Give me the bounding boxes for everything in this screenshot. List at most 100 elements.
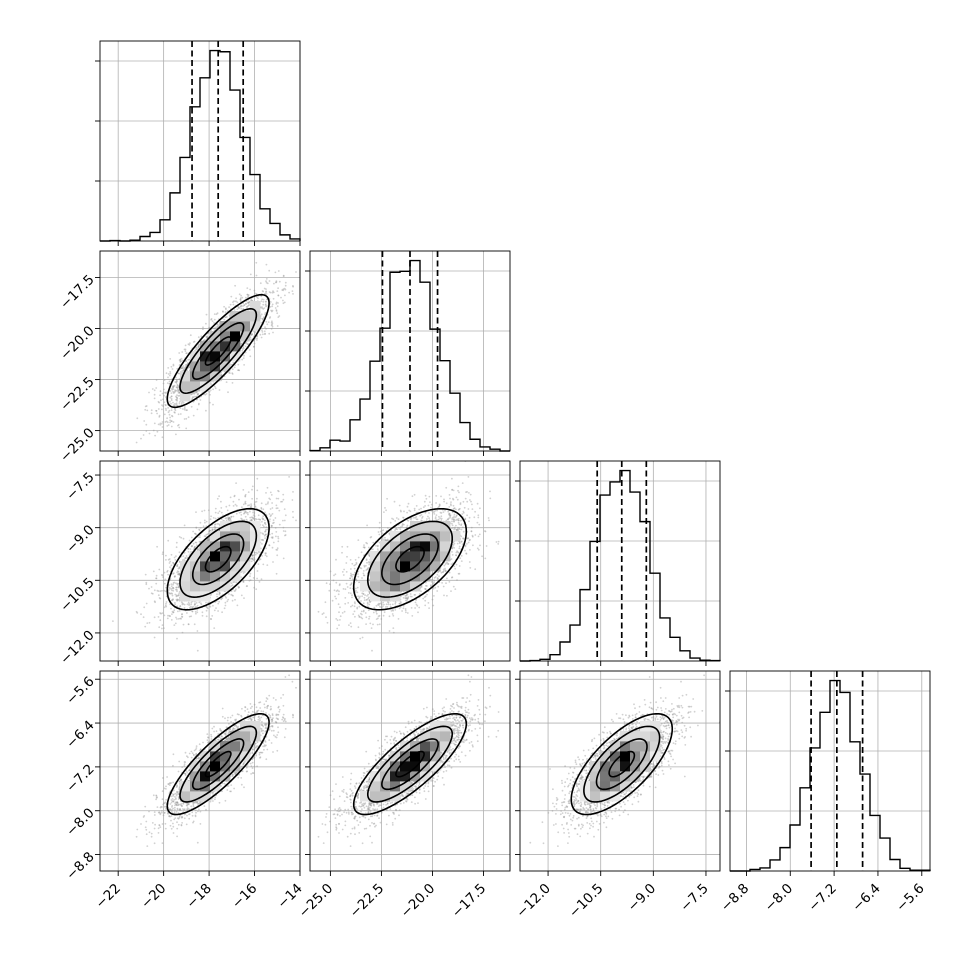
scatter-point [284,284,287,287]
scatter-point [453,547,456,549]
scatter-point [192,542,195,545]
scatter-point [172,385,175,388]
scatter-point [204,521,206,524]
scatter-point [167,373,170,375]
scatter-point [150,412,153,415]
contour-line [166,507,270,611]
scatter-point [450,527,453,530]
scatter-point [426,593,428,596]
scatter-point [261,318,264,321]
scatter-point [271,325,274,328]
scatter-point [382,601,384,604]
scatter-point [270,536,273,539]
scatter-point [204,393,207,396]
scatter-point [154,434,157,437]
scatter-point [183,406,186,408]
scatter-point [142,616,145,619]
scatter-point [207,539,209,542]
scatter-point [210,383,213,386]
scatter-point [273,282,275,285]
scatter-point [251,555,254,557]
scatter-point [458,527,460,529]
scatter-point [176,384,179,387]
scatter-point [465,491,467,493]
scatter-point [451,554,454,556]
scatter-point [160,399,162,402]
scatter-point [375,618,378,620]
scatter-point [256,552,259,555]
scatter-point [271,291,274,294]
density-cell [230,331,241,342]
scatter-point [260,300,263,302]
scatter-point [444,563,447,566]
scatter-point [220,379,223,382]
scatter-point [270,309,272,312]
scatter-point [145,423,148,426]
scatter-point [246,585,249,587]
scatter-point [257,297,259,300]
scatter-point [264,292,266,295]
scatter-point [452,489,455,492]
scatter-point [460,535,463,538]
scatter-point [170,395,173,398]
scatter-point [148,391,150,394]
scatter-point [225,308,227,311]
scatter-point [295,271,297,273]
scatter-point [264,522,266,525]
scatter-point [245,518,248,521]
scatter-point [420,519,423,522]
scatter-point [186,363,189,366]
scatter-point [333,589,336,592]
scatter-point [184,557,187,560]
scatter-point [177,594,180,597]
scatter-point [376,545,379,548]
scatter-point [159,612,162,614]
scatter-point [242,357,245,359]
scatter-point [240,511,242,514]
scatter-point [158,414,161,417]
scatter-point [253,289,256,292]
scatter-point [205,615,208,618]
scatter-point [181,559,184,561]
scatter-point [375,610,378,613]
scatter-point [342,588,345,590]
scatter-point [368,563,371,566]
scatter-point [282,302,285,305]
scatter-point [454,526,456,529]
scatter-point [213,528,216,531]
scatter-point [265,526,268,528]
scatter-point [197,343,200,346]
scatter-point [221,611,224,614]
scatter-point [206,607,209,610]
scatter-point [455,528,457,531]
scatter-point [176,595,179,597]
scatter-point [249,506,252,508]
scatter-point [275,281,278,284]
scatter-point [385,606,387,608]
scatter-point [247,513,249,516]
scatter-point [208,538,211,540]
scatter-point [251,558,254,560]
scatter-point [270,524,273,527]
scatter-point [174,407,177,410]
scatter-point [264,312,267,314]
scatter-point [234,598,236,601]
contour-line [179,307,258,395]
scatter-point [427,602,430,604]
scatter-point [457,528,459,531]
scatter-point [378,526,381,529]
scatter-point [217,325,220,327]
scatter-point [197,336,200,339]
scatter-point [260,539,263,541]
histogram-line [520,469,721,662]
scatter-point [265,291,267,293]
scatter-point [217,602,220,605]
density-cell [220,571,231,582]
density-cell [250,301,261,312]
scatter-point [411,615,414,617]
scatter-point [244,495,247,497]
scatter-point [169,421,172,424]
scatter-point [261,307,263,310]
scatter-point [192,530,195,533]
scatter-point [181,631,184,634]
